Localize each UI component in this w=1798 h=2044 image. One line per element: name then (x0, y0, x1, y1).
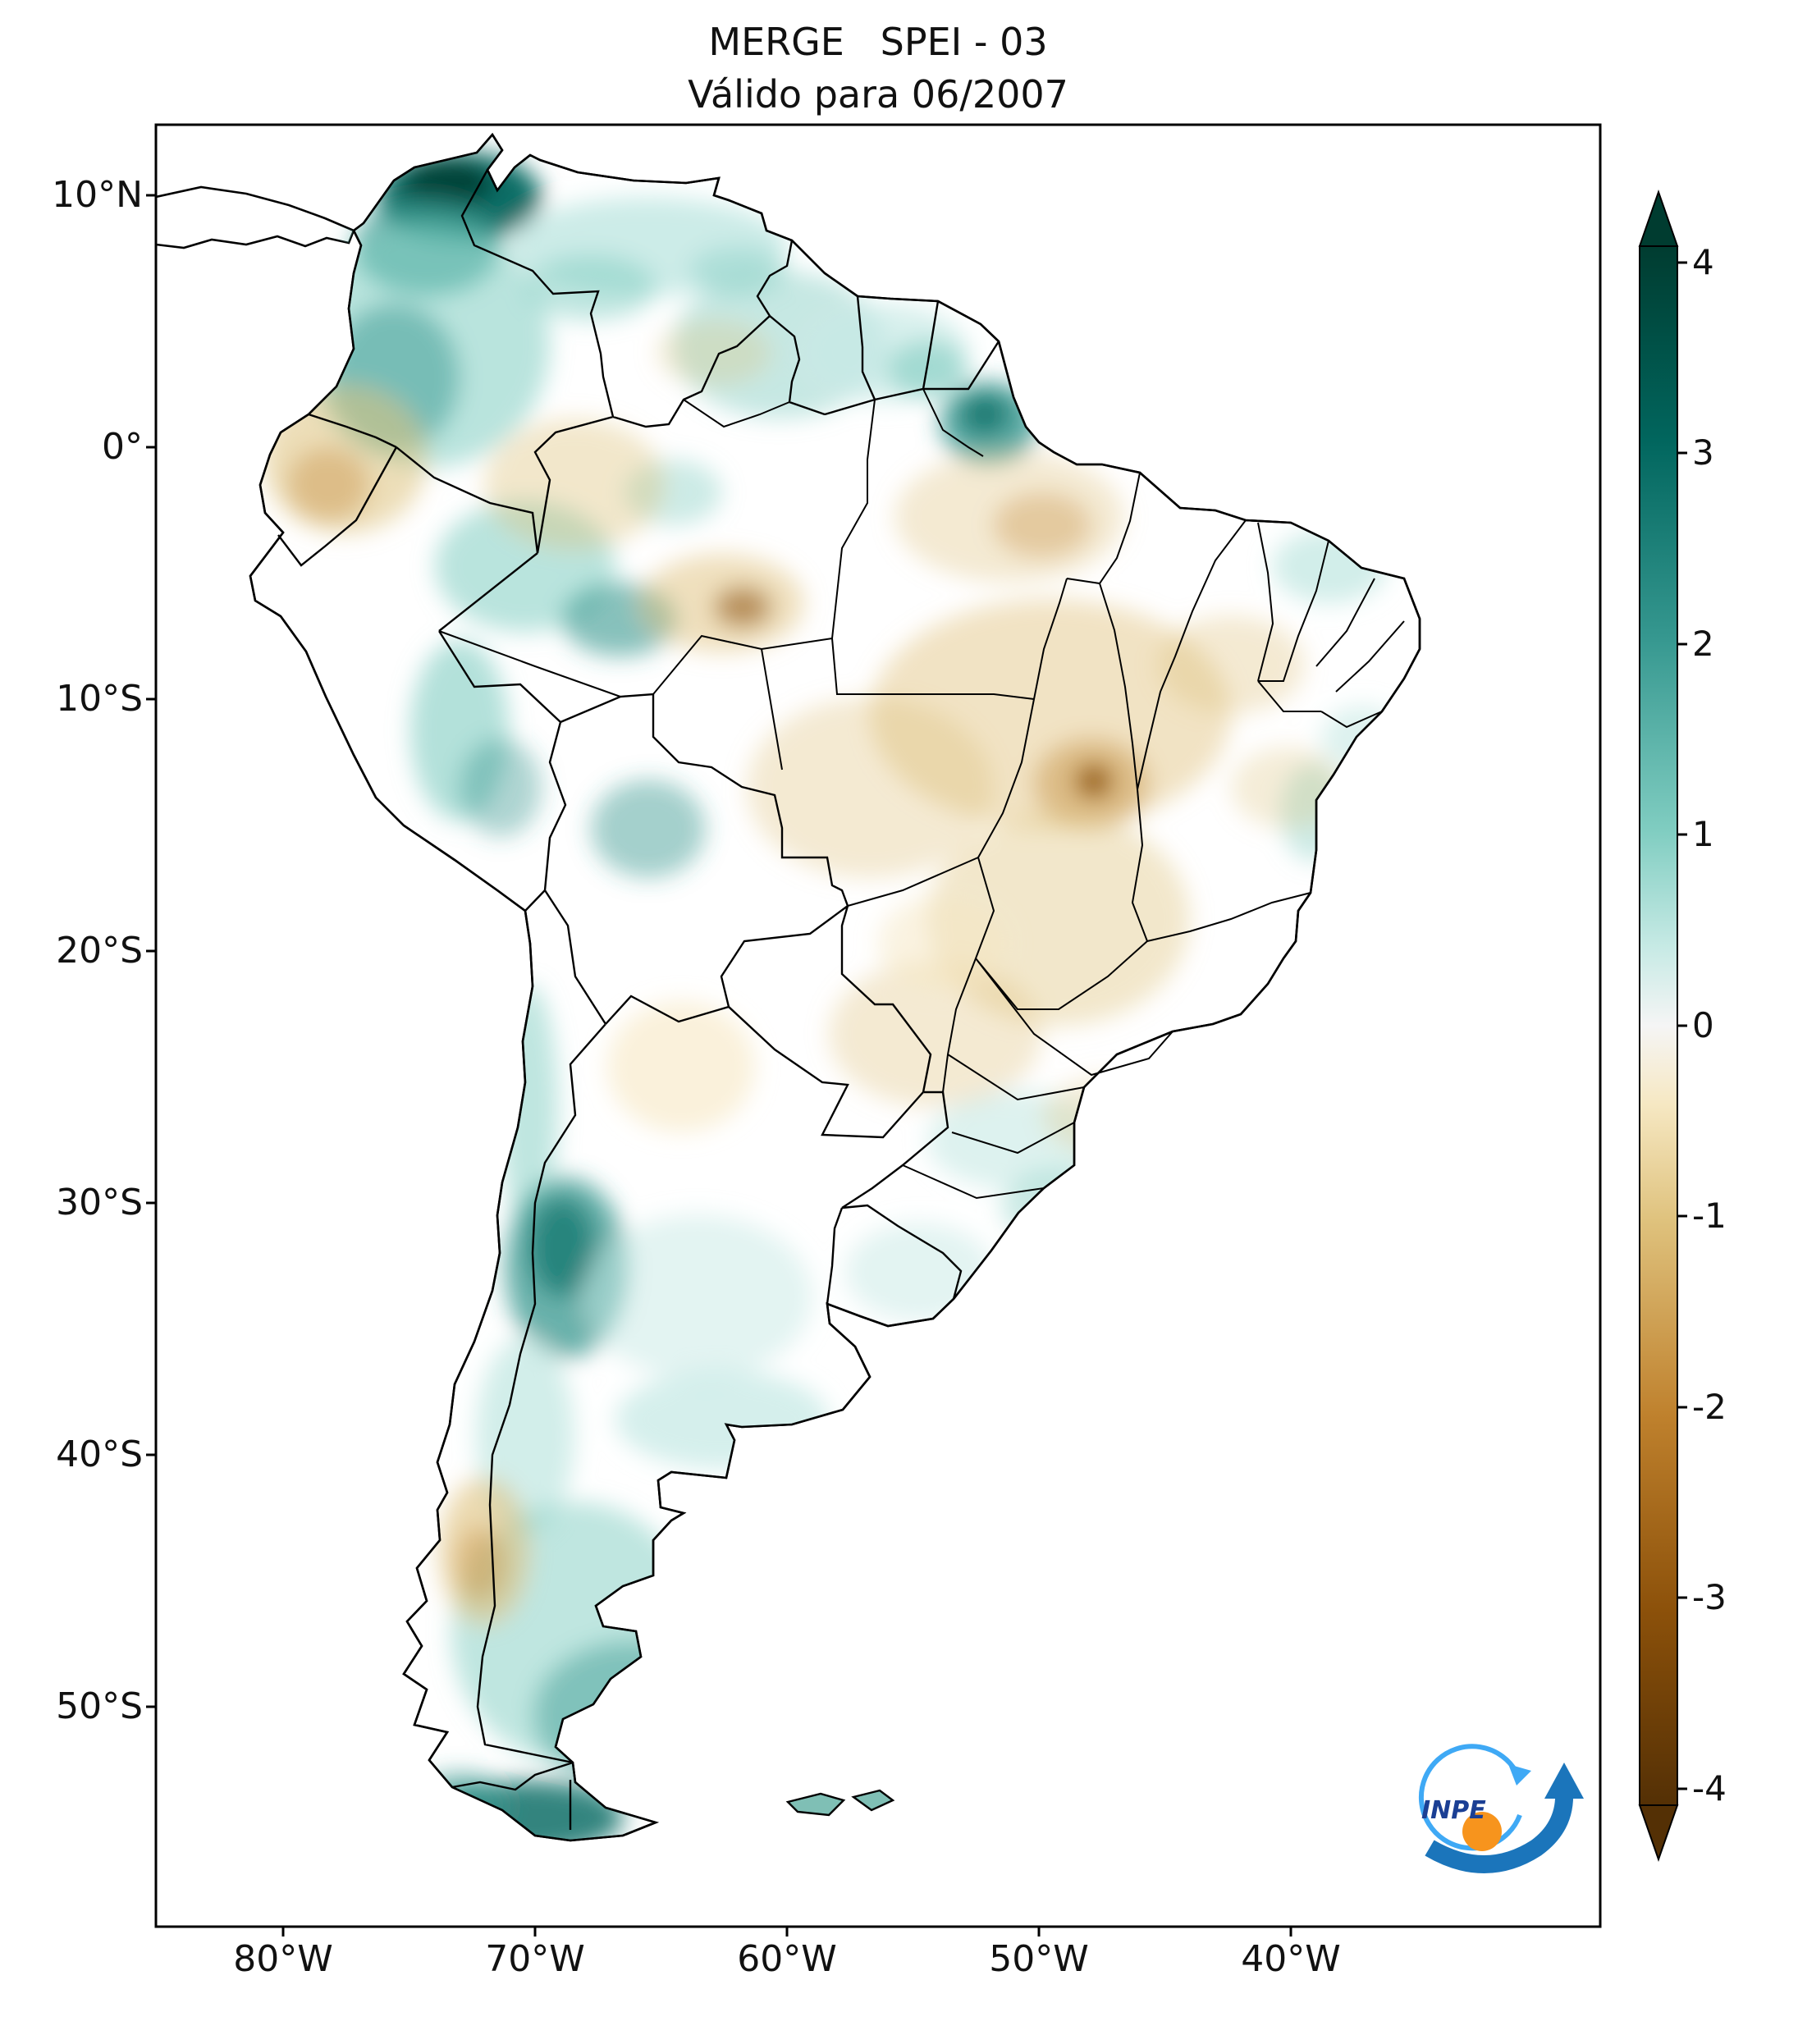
inpe-logo: INPE (1418, 1744, 1584, 1873)
coastline (249, 132, 1421, 1842)
inpe-arrow-icon (1425, 1791, 1574, 1873)
colorbar-gradient (1639, 245, 1678, 1806)
y-axis-label-0: 0° (102, 426, 143, 468)
y-axis-label-50s: 50°S (56, 1685, 143, 1727)
colorbar (1638, 189, 1687, 1863)
inpe-orange-dot-icon (1462, 1812, 1502, 1851)
inpe-swirl-arrowhead-icon (1508, 1764, 1531, 1786)
state-borders (438, 388, 1405, 1200)
y-axis-label-30s: 30°S (56, 1182, 143, 1223)
colorbar-top-extend (1638, 189, 1679, 247)
y-axis-label-10n: 10°N (52, 174, 143, 216)
x-axis-label-40w: 40°W (1241, 1938, 1341, 1980)
colorbar-label-1: 1 (1692, 814, 1714, 854)
islands (785, 1789, 895, 1817)
colorbar-label-3: 3 (1692, 432, 1714, 473)
colorbar-label-m3: -3 (1692, 1577, 1727, 1617)
axis-tick-marks (146, 194, 1292, 1937)
y-axis-label-10s: 10°S (56, 678, 143, 720)
colorbar-bottom-extend (1638, 1804, 1679, 1863)
colorbar-tick-marks (1677, 261, 1687, 1790)
colorbar-label-m1: -1 (1692, 1196, 1727, 1236)
colorbar-label-2: 2 (1692, 624, 1714, 664)
colorbar-label-m2: -2 (1692, 1387, 1727, 1427)
plot-frame (154, 123, 1602, 1928)
central-america-strip (156, 185, 355, 249)
figure-title: MERGE SPEI - 03 (708, 20, 1048, 64)
x-axis-label-50w: 50°W (989, 1938, 1089, 1980)
y-axis-label-40s: 40°S (56, 1434, 143, 1475)
x-axis-label-80w: 80°W (233, 1938, 333, 1980)
inpe-logo-text: INPE (1421, 1796, 1486, 1825)
colorbar-label-4: 4 (1692, 242, 1714, 282)
spei-raster-layer (263, 152, 1403, 1841)
colorbar-label-m4: -4 (1692, 1768, 1727, 1809)
x-axis-label-70w: 70°W (485, 1938, 585, 1980)
x-axis-label-60w: 60°W (737, 1938, 837, 1980)
colorbar-label-0: 0 (1692, 1005, 1714, 1045)
inpe-arrowhead-icon (1544, 1763, 1584, 1799)
country-borders (277, 169, 1000, 1830)
y-axis-label-20s: 20°S (56, 930, 143, 972)
figure-subtitle: Válido para 06/2007 (688, 72, 1068, 117)
